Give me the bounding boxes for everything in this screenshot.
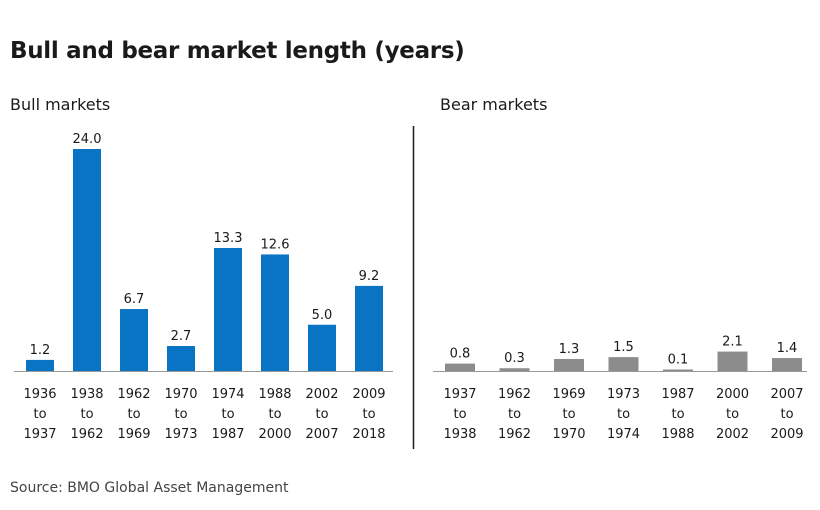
bear-value-label: 1.5 (613, 340, 634, 355)
bull-tick-label: 1936 to 1937 (23, 387, 56, 442)
bull-bar (26, 359, 54, 371)
bull-bar (167, 346, 195, 371)
bull-tick-label: 1988 to 2000 (258, 387, 291, 442)
source-note: Source: BMO Global Asset Management (10, 480, 289, 496)
bear-bar (554, 358, 584, 371)
bear-value-label: 0.8 (450, 347, 471, 362)
bull-value-label: 2.7 (171, 329, 192, 344)
bear-tick-label: 2007 to 2009 (770, 387, 803, 442)
bull-bar (73, 149, 101, 371)
bull-bar (308, 324, 336, 371)
bear-bar (663, 369, 693, 371)
bull-tick-label: 2002 to 2007 (305, 387, 338, 442)
bull-tick-label: 1970 to 1973 (164, 387, 197, 442)
bull-panel-title: Bull markets (10, 95, 111, 114)
bull-value-label: 9.2 (359, 269, 380, 284)
bear-tick-label: 1973 to 1974 (607, 387, 640, 442)
bull-bar (214, 247, 242, 371)
bull-bar-chart: 1.2 1936 to 1937 24.0 1938 to 1962 6.7 1962 to 1969… (14, 132, 393, 442)
bull-tick-label: 1938 to 1962 (70, 387, 103, 442)
bear-bar (717, 351, 748, 371)
bull-value-label: 13.3 (214, 231, 243, 246)
bear-tick-label: 1937 to 1938 (443, 387, 476, 442)
bear-bar (772, 358, 802, 371)
bull-value-label: 6.7 (124, 292, 145, 307)
bear-panel-title: Bear markets (440, 95, 548, 114)
bear-tick-label: 1962 to 1962 (498, 387, 531, 442)
bull-bar (120, 309, 148, 371)
bear-tick-label: 1969 to 1970 (552, 387, 585, 442)
bear-tick-label: 1987 to 1988 (661, 387, 694, 442)
bull-value-label: 24.0 (73, 132, 102, 147)
bull-value-label: 5.0 (312, 308, 333, 323)
bull-bar (261, 254, 289, 371)
bull-value-label: 12.6 (261, 237, 290, 252)
bear-tick-label: 2000 to 2002 (716, 387, 749, 442)
bear-value-label: 0.1 (668, 353, 689, 368)
bear-value-label: 1.3 (559, 342, 580, 357)
chart-title: Bull and bear market length (years) (10, 38, 465, 64)
bull-bar (355, 285, 383, 371)
bear-bar (499, 368, 530, 371)
bull-tick-label: 1974 to 1987 (211, 387, 244, 442)
bear-bar (608, 357, 639, 371)
bear-value-label: 2.1 (722, 335, 743, 350)
bear-bar (445, 363, 475, 371)
bear-value-label: 1.4 (777, 341, 798, 356)
bull-value-label: 1.2 (30, 343, 51, 358)
bear-value-label: 0.3 (504, 351, 525, 366)
bear-bar-chart: 0.8 1937 to 1938 0.3 1962 to 1962 1.3 1969 to 1970 1… (433, 335, 807, 442)
bull-tick-label: 1962 to 1969 (117, 387, 150, 442)
bull-tick-label: 2009 to 2018 (352, 387, 385, 442)
